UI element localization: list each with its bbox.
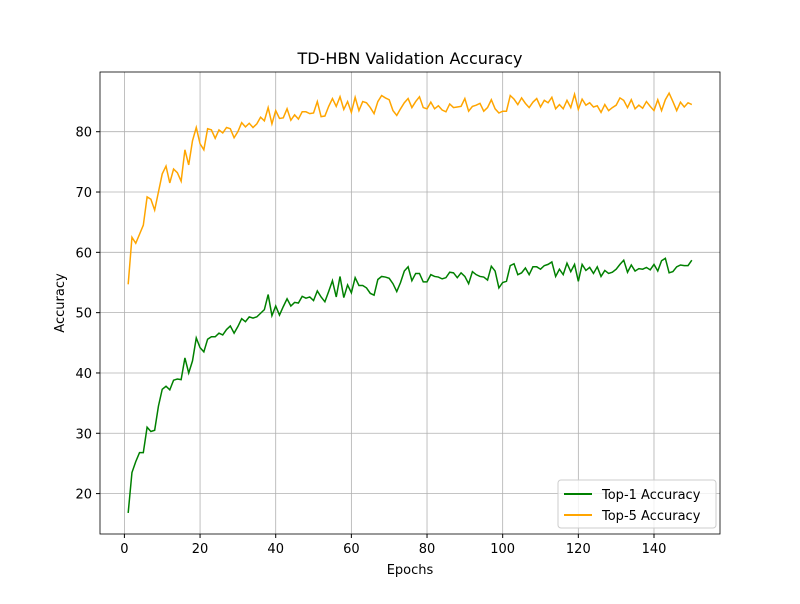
x-tick-label: 60	[343, 542, 360, 557]
x-axis-label: Epochs	[387, 563, 434, 578]
y-tick-label: 60	[75, 246, 92, 261]
x-tick-label: 20	[192, 542, 209, 557]
legend-box	[557, 479, 717, 529]
y-tick-label: 80	[75, 126, 92, 141]
chart-title: TD-HBN Validation Accuracy	[296, 49, 522, 68]
x-tick-label: 0	[120, 542, 128, 557]
y-tick-label: 30	[75, 427, 92, 442]
x-tick-label: 40	[267, 542, 284, 557]
y-tick-label: 70	[75, 186, 92, 201]
y-tick-label: 50	[75, 307, 92, 322]
y-axis-label: Accuracy	[53, 273, 68, 333]
x-tick-label: 120	[566, 542, 591, 557]
legend-label: Top-5 Accuracy	[601, 509, 701, 524]
y-tick-label: 20	[75, 488, 92, 503]
plot-frame	[99, 71, 721, 535]
data-line	[127, 257, 693, 513]
x-tick-label: 80	[419, 542, 436, 557]
legend-label: Top-1 Accuracy	[601, 488, 701, 503]
x-tick-label: 140	[642, 542, 667, 557]
y-tick-label: 40	[75, 367, 92, 382]
x-tick-label: 100	[490, 542, 515, 557]
data-line	[127, 91, 693, 285]
